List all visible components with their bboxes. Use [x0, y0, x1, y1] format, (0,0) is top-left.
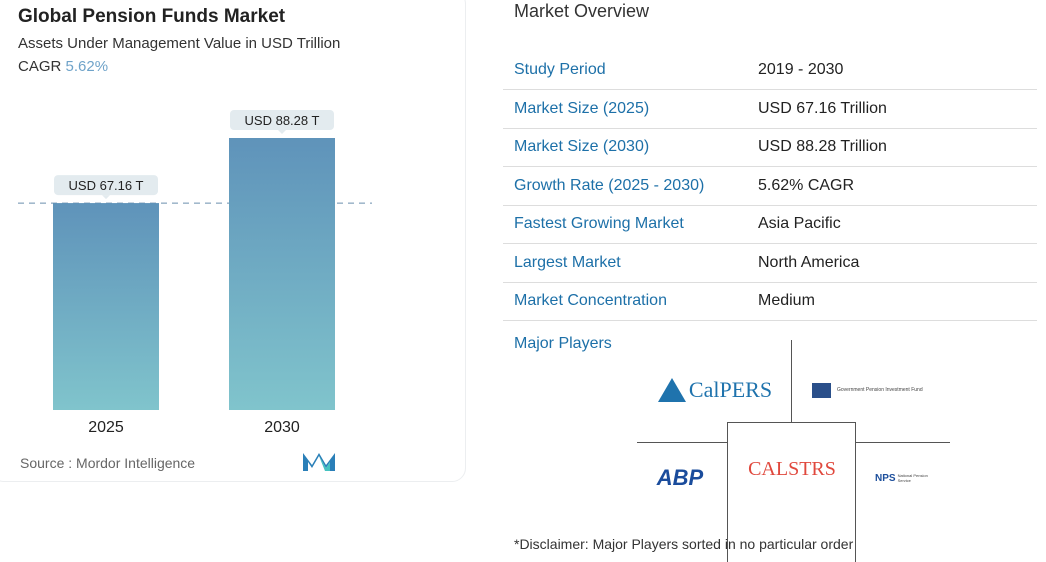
player-calpers: CalPERS — [655, 375, 775, 405]
disclaimer: *Disclaimer: Major Players sorted in no … — [514, 536, 854, 552]
overview-row: Market Size (2025) USD 67.16 Trillion — [503, 89, 1037, 129]
overview-row: Fastest Growing Market Asia Pacific — [503, 205, 1037, 244]
gpif-logo-icon — [812, 382, 831, 398]
x-tick-label: 2030 — [264, 419, 300, 436]
row-label: Study Period — [503, 51, 747, 90]
row-value: Asia Pacific — [747, 205, 1037, 244]
cagr-value: 5.62% — [65, 58, 109, 75]
divider — [791, 340, 792, 422]
row-value: Medium — [747, 282, 1037, 321]
data-label-bg — [230, 110, 334, 130]
overview-table: Study Period 2019 - 2030 Market Size (2025… — [503, 51, 1037, 321]
mordor-logo — [303, 453, 335, 471]
overview-row: Market Concentration Medium — [503, 282, 1037, 321]
row-value: USD 88.28 Trillion — [747, 128, 1037, 167]
row-value: 5.62% CAGR — [747, 166, 1037, 206]
overview-row: Study Period 2019 - 2030 — [503, 51, 1037, 90]
overview-title: Market Overview — [514, 1, 650, 21]
bar-2030 — [229, 138, 335, 410]
data-label-pointer — [278, 130, 286, 134]
row-label: Market Concentration — [503, 282, 747, 321]
bar-2025 — [53, 203, 159, 410]
overview-row: Largest Market North America — [503, 243, 1037, 283]
overview-row: Market Size (2030) USD 88.28 Trillion — [503, 128, 1037, 167]
divider — [637, 442, 727, 443]
calpers-logo-icon — [657, 378, 686, 402]
player-nps: NPS National Pension Service — [875, 470, 935, 486]
data-label-pointer — [102, 195, 110, 200]
center-box — [727, 422, 856, 562]
major-players-label: Major Players — [514, 335, 612, 352]
row-label: Market Size (2030) — [503, 128, 747, 167]
data-label: USD 88.28 T — [245, 113, 320, 128]
chart-subtitle: Assets Under Management Value in USD Tri… — [18, 35, 341, 52]
row-value: North America — [747, 243, 1037, 283]
row-value: 2019 - 2030 — [747, 51, 1037, 90]
data-label: USD 67.16 T — [69, 178, 144, 193]
cagr: CAGR 5.62% — [18, 58, 108, 75]
row-label: Growth Rate (2025 - 2030) — [503, 166, 747, 206]
divider — [856, 442, 950, 443]
row-label: Market Size (2025) — [503, 89, 747, 129]
row-label: Fastest Growing Market — [503, 205, 747, 244]
row-value: USD 67.16 Trillion — [747, 89, 1037, 129]
nps-caption: National Pension Service — [897, 473, 928, 483]
source: Source : Mordor Intelligence — [20, 455, 196, 471]
chart-title: Global Pension Funds Market — [18, 6, 286, 27]
bar-chart: USD 67.16 T 2025 USD 88.28 T 2030 — [18, 110, 372, 436]
x-tick-label: 2025 — [88, 419, 124, 436]
row-label: Largest Market — [503, 243, 747, 283]
player-calstrs: CALSTRS — [748, 457, 836, 480]
cagr-label: CAGR — [18, 58, 62, 75]
data-label-bg — [54, 175, 158, 196]
player-gpif: Government Pension Investment Fund — [812, 380, 942, 400]
player-abp: ABP — [656, 465, 704, 490]
overview-row: Growth Rate (2025 - 2030) 5.62% CAGR — [503, 166, 1037, 206]
